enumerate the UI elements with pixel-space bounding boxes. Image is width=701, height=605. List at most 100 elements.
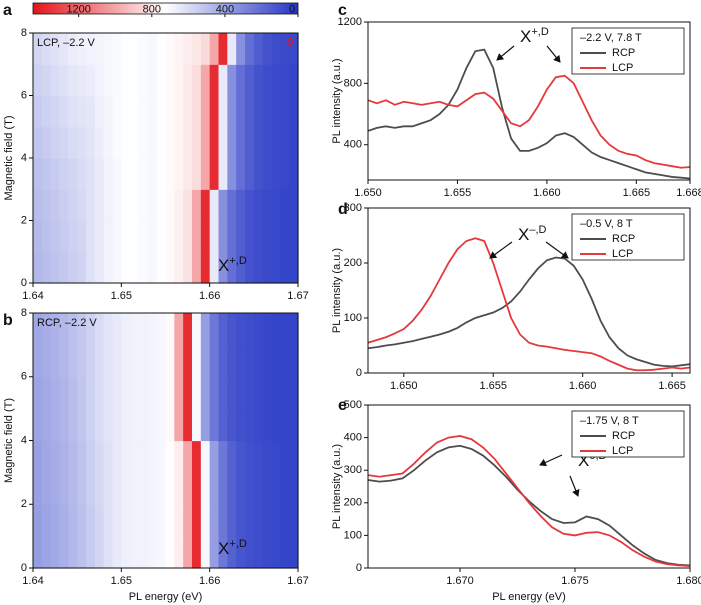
heatmap-cell: [50, 189, 61, 222]
heatmap-cell: [77, 189, 87, 222]
heatmap-cell: [130, 158, 140, 190]
heatmap-cell: [41, 313, 52, 346]
heatmap-cell: [271, 313, 281, 346]
heatmap-cell: [192, 536, 202, 569]
heatmap-cell: [262, 64, 273, 97]
annotation-base: X: [578, 451, 589, 470]
heatmap-cell: [139, 440, 149, 473]
x-tick-label: 1.680: [676, 575, 701, 587]
panel-letter: b: [3, 312, 13, 329]
heatmap-cell: [227, 126, 237, 159]
heatmap-cell: [103, 313, 114, 346]
heatmap-cell: [41, 344, 52, 378]
heatmap-cell: [280, 472, 290, 505]
heatmap-cell: [218, 95, 228, 128]
heatmap-cell: [271, 126, 281, 159]
heatmap-cell: [86, 64, 96, 97]
heatmap-cell: [183, 344, 193, 378]
heatmap-cell: [68, 126, 78, 159]
heatmap-cell: [280, 33, 290, 65]
heatmap-cell: [236, 313, 246, 346]
heatmap-cell: [289, 344, 299, 378]
heatmap-cell: [59, 408, 69, 442]
heatmap-cell: [121, 376, 131, 410]
heatmap-cell: [77, 251, 87, 284]
heatmap-cell: [103, 126, 114, 159]
heatmap-cell: [33, 472, 43, 505]
heatmap-cell: [77, 504, 87, 537]
heatmap-cell: [68, 220, 78, 253]
heatmap-cell: [86, 95, 96, 128]
heatmap-cell: [59, 472, 69, 505]
heatmap-cell: [139, 536, 149, 569]
heatmap-cell: [280, 504, 290, 537]
annotation-base: X: [218, 539, 229, 558]
arrow: [546, 45, 561, 63]
heatmap-cell: [200, 408, 211, 442]
heatmap-cell: [183, 472, 193, 505]
heatmap-cell: [253, 126, 264, 159]
heatmap-cell: [262, 95, 273, 128]
heatmap-cell: [209, 189, 220, 222]
heatmap-cell: [236, 64, 246, 97]
heatmap-cell: [94, 95, 105, 128]
heatmap-cell: [289, 220, 299, 253]
heatmap-cell: [253, 313, 264, 346]
heatmap-cell: [218, 504, 228, 537]
x-tick-label: 1.670: [446, 575, 474, 587]
x-tick-label: 1.665: [623, 187, 651, 199]
heatmap-cell: [94, 158, 105, 190]
heatmap-cell: [200, 158, 211, 190]
heatmap-cell: [183, 220, 193, 253]
heatmap-cell: [271, 536, 281, 569]
heatmap-cell: [94, 536, 105, 569]
heatmap-cell: [147, 158, 158, 190]
y-tick-label: 1200: [338, 16, 362, 28]
heatmap-cell: [262, 376, 273, 410]
colorbar-tick-label: 0: [289, 3, 295, 15]
heatmap-cell: [289, 33, 299, 65]
heatmap-cell: [183, 251, 193, 284]
heatmap-cell: [94, 313, 105, 346]
heatmap-cell: [245, 220, 255, 253]
heatmap-cell: [218, 313, 228, 346]
heatmap-cell: [227, 33, 237, 65]
heatmap-cell: [174, 440, 184, 473]
heatmap-cell: [59, 344, 69, 378]
heatmap-cell: [86, 440, 96, 473]
heatmap-cell: [121, 504, 131, 537]
heatmap-cell: [103, 472, 114, 505]
legend-box: [571, 410, 685, 458]
heatmap-cell: [103, 408, 114, 442]
heatmap-cell: [192, 504, 202, 537]
y-tick-label: 400: [344, 432, 362, 444]
heatmap-cell: [280, 344, 290, 378]
heatmap-cell: [200, 33, 211, 65]
heatmap-cell: [94, 251, 105, 284]
heatmap-cell: [59, 536, 69, 569]
heatmap-cell: [147, 344, 158, 378]
heatmap-cell: [165, 344, 175, 378]
heatmap-cell: [218, 376, 228, 410]
y-tick-label: 8: [21, 307, 27, 319]
heatmap-cell: [174, 158, 184, 190]
heatmap-cell: [68, 536, 78, 569]
heatmap-cell: [112, 158, 122, 190]
heatmap-cell: [236, 158, 246, 190]
heatmap-cell: [183, 126, 193, 159]
heatmap-cell: [209, 251, 220, 284]
heatmap-cell: [68, 158, 78, 190]
heatmap-cell: [209, 344, 220, 378]
plot-frame: [367, 207, 691, 374]
heatmap-cell: [209, 440, 220, 473]
heatmap-cell: [130, 408, 140, 442]
heatmap-cell: [165, 126, 175, 159]
heatmap-cell: [262, 158, 273, 190]
heatmap-cell: [77, 536, 87, 569]
heatmap-cell: [289, 313, 299, 346]
heatmap-cell: [103, 251, 114, 284]
heatmap-cell: [200, 536, 211, 569]
heatmap-cell: [130, 504, 140, 537]
heatmap-cell: [280, 95, 290, 128]
heatmap-cell: [209, 158, 220, 190]
